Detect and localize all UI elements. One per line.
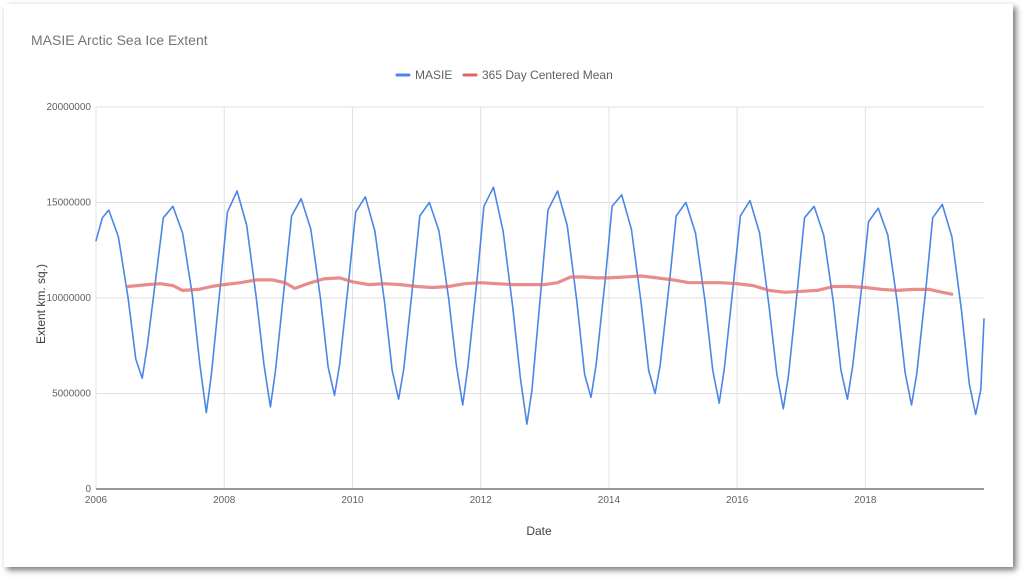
x-axis-title: Date	[526, 524, 552, 538]
y-tick-label: 20000000	[47, 102, 92, 113]
y-tick-label: 15000000	[47, 198, 92, 209]
x-tick-label: 2014	[598, 495, 621, 506]
legend: MASIE 365 Day Centered Mean	[395, 68, 613, 82]
x-tick-label: 2010	[341, 495, 364, 506]
x-tick-label: 2018	[854, 495, 877, 506]
gridlines	[95, 106, 984, 489]
y-tick-label: 0	[85, 484, 91, 495]
chart-title: MASIE Arctic Sea Ice Extent	[31, 32, 208, 48]
x-tick-label: 2006	[85, 495, 108, 506]
x-tick-label: 2016	[726, 495, 749, 506]
y-axis-title: Extent km. sq.)	[34, 264, 48, 344]
y-axis-ticks: 0 5000000 10000000 15000000 20000000	[47, 102, 92, 495]
chart-svg: MASIE Arctic Sea Ice Extent MASIE 365 Da…	[31, 32, 985, 538]
y-tick-label: 10000000	[47, 293, 92, 304]
legend-label-centered-mean: 365 Day Centered Mean	[482, 68, 613, 82]
series-line-centered-mean	[126, 274, 954, 296]
plot-area	[95, 186, 985, 425]
y-tick-label: 5000000	[52, 389, 91, 400]
chart-frame: MASIE Arctic Sea Ice Extent MASIE 365 Da…	[4, 4, 1013, 567]
legend-item-masie[interactable]: MASIE	[395, 68, 452, 82]
legend-label-masie: MASIE	[415, 68, 452, 82]
legend-item-centered-mean[interactable]: 365 Day Centered Mean	[462, 68, 613, 82]
series-line-masie	[95, 186, 985, 425]
x-axis-ticks: 2006 2008 2010 2012 2014 2016 2018	[85, 495, 877, 506]
x-tick-label: 2008	[213, 495, 236, 506]
x-tick-label: 2012	[470, 495, 493, 506]
